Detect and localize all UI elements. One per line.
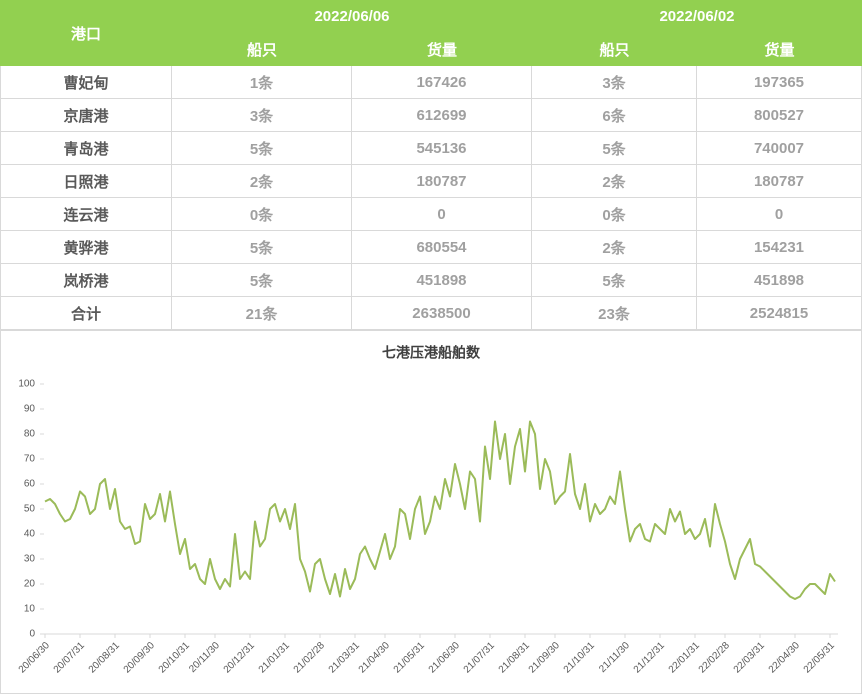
y-tick-label: 0 [29, 629, 35, 640]
table-cell: 0条 [532, 198, 697, 231]
x-tick-label: 20/11/30 [187, 640, 222, 675]
x-tick-label: 21/04/30 [357, 640, 393, 676]
table-cell: 3条 [532, 66, 697, 99]
x-tick-label: 20/09/30 [122, 640, 158, 676]
x-tick-label: 21/01/31 [257, 640, 293, 676]
y-tick-label: 90 [24, 404, 36, 415]
table-cell: 451898 [697, 264, 862, 297]
row-label: 京唐港 [0, 99, 172, 132]
x-tick-label: 20/08/31 [87, 640, 123, 676]
y-tick-label: 70 [24, 454, 36, 465]
column-header: 船只 [532, 33, 697, 66]
x-tick-label: 21/06/30 [427, 640, 463, 676]
table-cell: 5条 [532, 264, 697, 297]
table-cell: 154231 [697, 231, 862, 264]
y-tick-label: 10 [24, 604, 36, 615]
table-cell: 740007 [697, 132, 862, 165]
y-tick-label: 40 [24, 529, 36, 540]
line [44, 420, 836, 600]
x-tick-label: 22/02/28 [697, 640, 733, 676]
table-cell: 5条 [532, 132, 697, 165]
column-header: 货量 [697, 33, 862, 66]
x-tick-label: 20/12/31 [222, 640, 258, 676]
x-tick-label: 22/05/31 [802, 640, 838, 676]
data-table: 港口 2022/06/06 2022/06/02 船只 货量 船只 货量 曹妃甸 1条 16742… [0, 0, 862, 330]
port-header: 港口 [0, 0, 172, 66]
x-tick-label: 21/03/31 [327, 640, 363, 676]
x-tick-label: 20/10/31 [157, 640, 193, 676]
row-label: 合计 [0, 297, 172, 330]
table-cell: 451898 [352, 264, 532, 297]
y-tick-label: 80 [24, 429, 36, 440]
x-tick-label: 21/07/31 [462, 640, 498, 676]
y-tick-label: 20 [24, 579, 36, 590]
table-cell: 800527 [697, 99, 862, 132]
table-cell: 2条 [172, 165, 352, 198]
x-tick-label: 21/12/31 [632, 640, 668, 676]
y-tick-label: 30 [24, 554, 36, 565]
table-cell: 5条 [172, 132, 352, 165]
table-cell: 612699 [352, 99, 532, 132]
table-cell: 0条 [172, 198, 352, 231]
row-label: 黄骅港 [0, 231, 172, 264]
x-tick-label: 22/01/31 [667, 640, 703, 676]
row-label: 岚桥港 [0, 264, 172, 297]
table-cell: 21条 [172, 297, 352, 330]
table-cell: 180787 [352, 165, 532, 198]
row-label: 日照港 [0, 165, 172, 198]
y-tick-label: 50 [24, 504, 36, 515]
table-cell: 2638500 [352, 297, 532, 330]
table-cell: 23条 [532, 297, 697, 330]
row-label: 青岛港 [0, 132, 172, 165]
table-cell: 167426 [352, 66, 532, 99]
y-tick-label: 100 [18, 379, 35, 390]
row-label: 连云港 [0, 198, 172, 231]
x-tick-label: 21/10/31 [562, 640, 598, 676]
x-tick-label: 22/03/31 [732, 640, 768, 676]
table-cell: 6条 [532, 99, 697, 132]
x-tick-label: 21/02/28 [292, 640, 328, 676]
table-cell: 545136 [352, 132, 532, 165]
table-cell: 5条 [172, 264, 352, 297]
x-tick-label: 20/07/31 [52, 640, 88, 676]
x-tick-label: 21/09/30 [527, 640, 563, 676]
table-cell: 2条 [532, 165, 697, 198]
table-cell: 2524815 [697, 297, 862, 330]
y-tick-label: 60 [24, 479, 36, 490]
table-cell: 0 [352, 198, 532, 231]
table-cell: 5条 [172, 231, 352, 264]
table-cell: 1条 [172, 66, 352, 99]
table-cell: 0 [697, 198, 862, 231]
column-header: 船只 [172, 33, 352, 66]
table-cell: 3条 [172, 99, 352, 132]
table-cell: 680554 [352, 231, 532, 264]
date-header: 2022/06/06 [172, 0, 532, 33]
x-tick-label: 22/04/30 [767, 640, 803, 676]
table-cell: 2条 [532, 231, 697, 264]
table-cell: 180787 [697, 165, 862, 198]
column-header: 货量 [352, 33, 532, 66]
x-tick-label: 21/11/30 [597, 640, 632, 675]
x-tick-label: 20/06/30 [17, 640, 53, 676]
date-header: 2022/06/02 [532, 0, 862, 33]
x-tick-label: 21/08/31 [497, 640, 533, 676]
x-tick-label: 21/05/31 [392, 640, 428, 676]
chart-title: 七港压港船舶数 [382, 345, 481, 361]
table-cell: 197365 [697, 66, 862, 99]
row-label: 曹妃甸 [0, 66, 172, 99]
